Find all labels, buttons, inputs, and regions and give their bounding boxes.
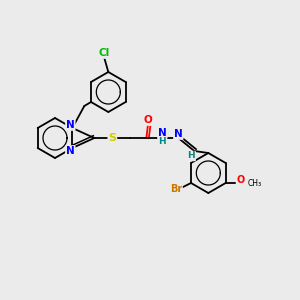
Text: Cl: Cl xyxy=(99,48,110,58)
Text: N: N xyxy=(158,128,167,138)
Text: N: N xyxy=(66,120,75,130)
Text: N: N xyxy=(174,129,183,139)
Text: Br: Br xyxy=(170,184,182,194)
Text: H: H xyxy=(158,137,166,146)
Text: O: O xyxy=(144,115,153,125)
Text: O: O xyxy=(236,175,245,185)
Text: H: H xyxy=(188,152,195,160)
Text: N: N xyxy=(66,146,75,156)
Text: S: S xyxy=(108,133,116,143)
Text: CH₃: CH₃ xyxy=(248,179,262,188)
